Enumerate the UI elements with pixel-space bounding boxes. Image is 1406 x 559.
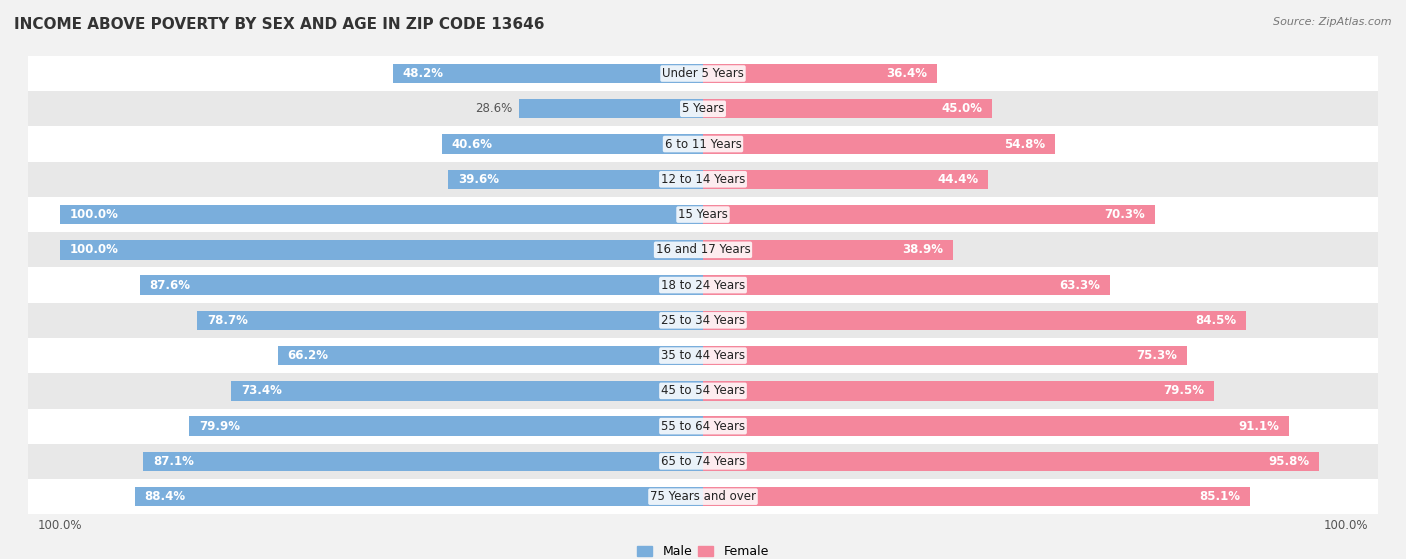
Bar	[394, 64, 703, 83]
Text: 87.1%: 87.1%	[153, 455, 194, 468]
Bar	[441, 134, 703, 154]
Text: 65 to 74 Years: 65 to 74 Years	[661, 455, 745, 468]
Text: 85.1%: 85.1%	[1199, 490, 1240, 503]
Bar	[28, 91, 1378, 126]
Bar	[28, 197, 1378, 232]
Bar	[703, 169, 988, 189]
Text: 15 Years: 15 Years	[678, 208, 728, 221]
Text: 40.6%: 40.6%	[451, 138, 492, 150]
Text: 48.2%: 48.2%	[404, 67, 444, 80]
Bar	[703, 276, 1109, 295]
Text: 87.6%: 87.6%	[149, 278, 191, 292]
Bar	[703, 416, 1288, 436]
Text: 25 to 34 Years: 25 to 34 Years	[661, 314, 745, 327]
Text: 70.3%: 70.3%	[1105, 208, 1146, 221]
Text: 79.5%: 79.5%	[1163, 385, 1205, 397]
Text: 100.0%: 100.0%	[70, 208, 118, 221]
Text: 66.2%: 66.2%	[287, 349, 328, 362]
Text: Under 5 Years: Under 5 Years	[662, 67, 744, 80]
Bar	[143, 452, 703, 471]
Bar	[28, 303, 1378, 338]
Text: 18 to 24 Years: 18 to 24 Years	[661, 278, 745, 292]
Bar	[190, 416, 703, 436]
Text: INCOME ABOVE POVERTY BY SEX AND AGE IN ZIP CODE 13646: INCOME ABOVE POVERTY BY SEX AND AGE IN Z…	[14, 17, 544, 32]
Text: 91.1%: 91.1%	[1239, 420, 1279, 433]
Bar	[28, 232, 1378, 267]
Text: 39.6%: 39.6%	[458, 173, 499, 186]
Text: 45 to 54 Years: 45 to 54 Years	[661, 385, 745, 397]
Bar	[703, 487, 1250, 506]
Bar	[197, 311, 703, 330]
Text: 12 to 14 Years: 12 to 14 Years	[661, 173, 745, 186]
Bar	[449, 169, 703, 189]
Text: 45.0%: 45.0%	[942, 102, 983, 115]
Text: 16 and 17 Years: 16 and 17 Years	[655, 243, 751, 257]
Text: 84.5%: 84.5%	[1195, 314, 1236, 327]
Bar	[231, 381, 703, 401]
Text: Source: ZipAtlas.com: Source: ZipAtlas.com	[1274, 17, 1392, 27]
Text: 78.7%: 78.7%	[207, 314, 247, 327]
Text: 55 to 64 Years: 55 to 64 Years	[661, 420, 745, 433]
Bar	[519, 99, 703, 119]
Bar	[703, 452, 1319, 471]
Bar	[28, 338, 1378, 373]
Text: 88.4%: 88.4%	[145, 490, 186, 503]
Text: 35 to 44 Years: 35 to 44 Years	[661, 349, 745, 362]
Text: 5 Years: 5 Years	[682, 102, 724, 115]
Bar	[703, 346, 1187, 366]
Bar	[28, 444, 1378, 479]
Bar	[703, 205, 1154, 224]
Bar	[703, 64, 936, 83]
Bar	[135, 487, 703, 506]
Text: 95.8%: 95.8%	[1268, 455, 1309, 468]
Bar	[277, 346, 703, 366]
Text: 38.9%: 38.9%	[903, 243, 943, 257]
Bar	[60, 240, 703, 259]
Text: 79.9%: 79.9%	[200, 420, 240, 433]
Bar	[28, 56, 1378, 91]
Bar	[28, 162, 1378, 197]
Bar	[28, 373, 1378, 409]
Text: 73.4%: 73.4%	[240, 385, 281, 397]
Bar	[703, 99, 993, 119]
Text: 36.4%: 36.4%	[886, 67, 928, 80]
Bar	[28, 267, 1378, 303]
Bar	[703, 381, 1213, 401]
Bar	[141, 276, 703, 295]
Text: 75 Years and over: 75 Years and over	[650, 490, 756, 503]
Text: 100.0%: 100.0%	[70, 243, 118, 257]
Text: 6 to 11 Years: 6 to 11 Years	[665, 138, 741, 150]
Text: 75.3%: 75.3%	[1136, 349, 1177, 362]
Legend: Male, Female: Male, Female	[633, 540, 773, 559]
Bar	[703, 311, 1246, 330]
Text: 63.3%: 63.3%	[1059, 278, 1101, 292]
Text: 44.4%: 44.4%	[938, 173, 979, 186]
Text: 28.6%: 28.6%	[475, 102, 513, 115]
Bar	[28, 126, 1378, 162]
Bar	[703, 240, 953, 259]
Bar	[703, 134, 1056, 154]
Bar	[28, 409, 1378, 444]
Bar	[60, 205, 703, 224]
Text: 54.8%: 54.8%	[1004, 138, 1046, 150]
Bar	[28, 479, 1378, 514]
